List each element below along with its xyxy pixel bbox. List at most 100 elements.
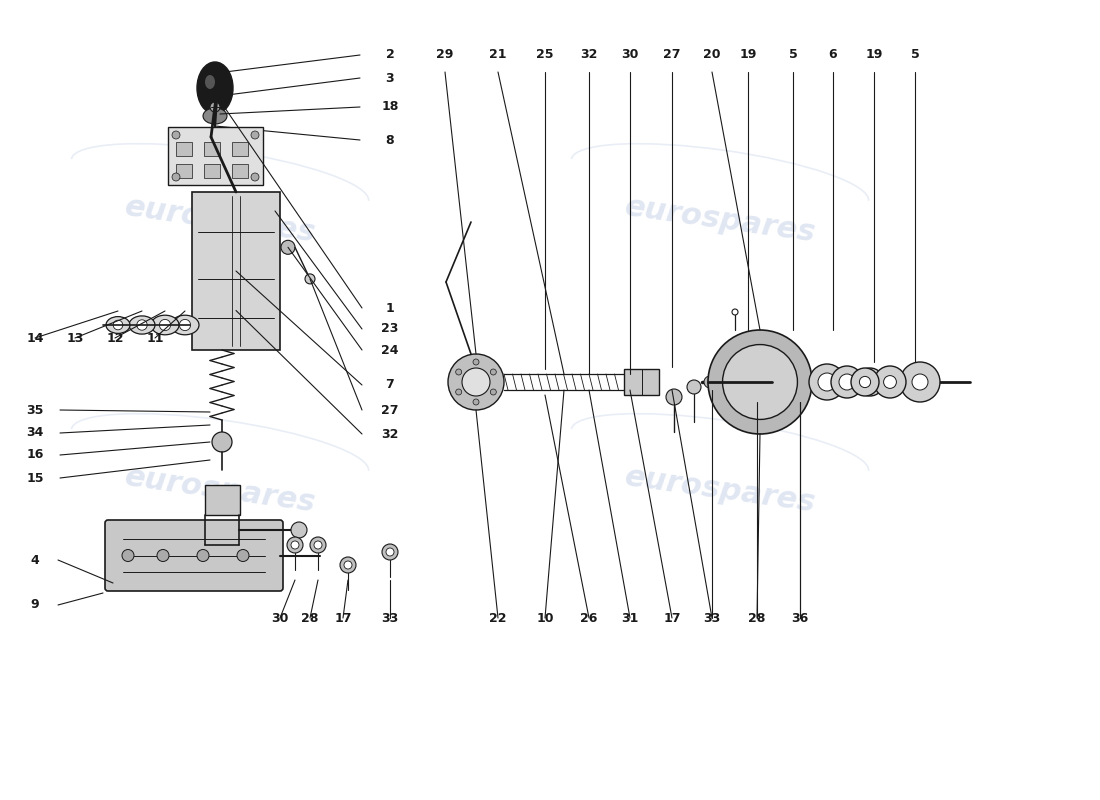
- Text: 27: 27: [663, 49, 681, 62]
- Circle shape: [340, 557, 356, 573]
- Circle shape: [839, 374, 855, 390]
- Text: 7: 7: [386, 378, 395, 391]
- Circle shape: [473, 399, 478, 405]
- Circle shape: [859, 376, 870, 388]
- Circle shape: [473, 359, 478, 365]
- Text: 8: 8: [386, 134, 394, 146]
- Circle shape: [310, 537, 326, 553]
- Circle shape: [314, 541, 322, 549]
- Bar: [232, 164, 248, 178]
- Ellipse shape: [448, 354, 504, 410]
- Bar: [204, 142, 220, 156]
- Circle shape: [688, 380, 701, 394]
- Text: 33: 33: [703, 611, 720, 625]
- Ellipse shape: [204, 108, 227, 124]
- Circle shape: [900, 362, 940, 402]
- Text: 32: 32: [581, 49, 597, 62]
- Circle shape: [172, 173, 180, 181]
- Text: 2: 2: [386, 49, 395, 62]
- Text: 28: 28: [748, 611, 766, 625]
- Text: 34: 34: [26, 426, 44, 439]
- Text: 28: 28: [301, 611, 319, 625]
- Circle shape: [455, 369, 462, 375]
- Circle shape: [912, 374, 928, 390]
- Bar: [176, 164, 192, 178]
- Text: 22: 22: [490, 611, 507, 625]
- Circle shape: [172, 131, 180, 139]
- Bar: [192, 192, 280, 350]
- Text: 13: 13: [66, 331, 84, 345]
- Text: 5: 5: [789, 49, 797, 62]
- Circle shape: [236, 550, 249, 562]
- Text: eurospares: eurospares: [122, 192, 318, 248]
- Text: 30: 30: [272, 611, 288, 625]
- Text: 33: 33: [382, 611, 398, 625]
- Bar: [624, 369, 659, 395]
- Circle shape: [455, 389, 462, 395]
- Text: 3: 3: [386, 71, 394, 85]
- Text: 30: 30: [621, 49, 639, 62]
- Text: 27: 27: [382, 403, 398, 417]
- Circle shape: [287, 537, 303, 553]
- Circle shape: [157, 550, 169, 562]
- Text: 36: 36: [791, 611, 808, 625]
- Circle shape: [251, 131, 258, 139]
- FancyBboxPatch shape: [104, 520, 283, 591]
- Text: 18: 18: [382, 101, 398, 114]
- Text: 11: 11: [146, 331, 164, 345]
- Ellipse shape: [197, 62, 233, 114]
- Bar: [205, 485, 240, 515]
- Ellipse shape: [723, 345, 798, 419]
- Circle shape: [136, 320, 147, 330]
- Circle shape: [197, 550, 209, 562]
- Circle shape: [210, 102, 220, 112]
- Bar: [204, 164, 220, 178]
- Text: 16: 16: [26, 449, 44, 462]
- Text: 5: 5: [911, 49, 920, 62]
- Text: 23: 23: [382, 322, 398, 335]
- Bar: [168, 127, 263, 185]
- Circle shape: [292, 522, 307, 538]
- Text: 25: 25: [537, 49, 553, 62]
- Text: 4: 4: [31, 554, 40, 566]
- Circle shape: [305, 274, 315, 284]
- Circle shape: [864, 375, 877, 389]
- Text: 29: 29: [437, 49, 453, 62]
- Text: 10: 10: [537, 611, 553, 625]
- Ellipse shape: [106, 317, 130, 334]
- Circle shape: [851, 368, 879, 396]
- Text: 17: 17: [334, 611, 352, 625]
- Circle shape: [382, 544, 398, 560]
- Circle shape: [113, 320, 123, 330]
- Text: 21: 21: [490, 49, 507, 62]
- Text: 14: 14: [26, 331, 44, 345]
- Text: 19: 19: [739, 49, 757, 62]
- Circle shape: [251, 173, 258, 181]
- Text: 17: 17: [663, 611, 681, 625]
- Circle shape: [344, 561, 352, 569]
- Text: 15: 15: [26, 471, 44, 485]
- Text: 12: 12: [107, 331, 123, 345]
- Circle shape: [666, 389, 682, 405]
- Text: 32: 32: [382, 427, 398, 441]
- Ellipse shape: [151, 315, 179, 334]
- Text: 26: 26: [581, 611, 597, 625]
- Circle shape: [818, 373, 836, 391]
- Circle shape: [386, 548, 394, 556]
- Circle shape: [179, 319, 190, 330]
- Text: 9: 9: [31, 598, 40, 611]
- Text: eurospares: eurospares: [623, 462, 817, 518]
- Circle shape: [856, 368, 884, 396]
- Circle shape: [808, 364, 845, 400]
- Text: 1: 1: [386, 302, 395, 314]
- Circle shape: [718, 376, 730, 388]
- Text: 31: 31: [621, 611, 639, 625]
- Bar: [232, 142, 248, 156]
- Ellipse shape: [129, 316, 155, 334]
- Circle shape: [874, 366, 906, 398]
- Text: 20: 20: [703, 49, 720, 62]
- Circle shape: [160, 319, 170, 330]
- Text: 24: 24: [382, 343, 398, 357]
- Circle shape: [280, 240, 295, 254]
- Text: eurospares: eurospares: [122, 462, 318, 518]
